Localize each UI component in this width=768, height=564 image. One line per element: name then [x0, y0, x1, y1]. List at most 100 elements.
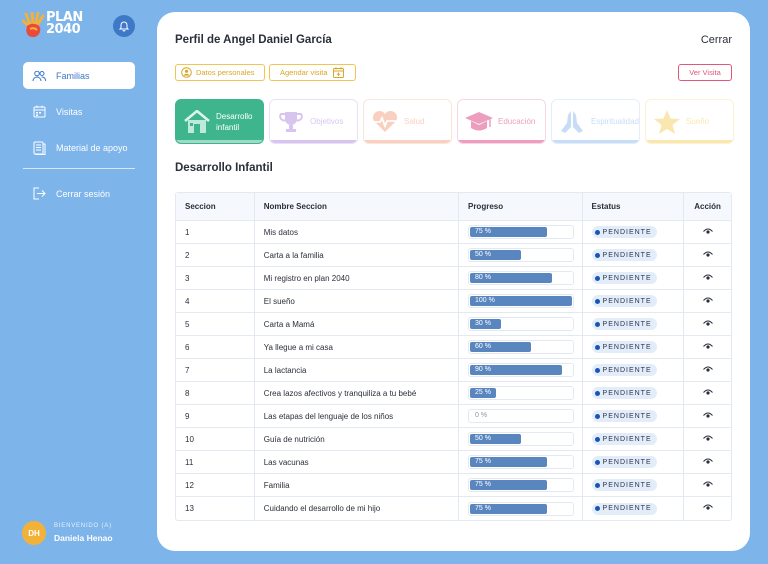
status-badge: PENDIENTE — [591, 364, 657, 376]
status-label: PENDIENTE — [602, 366, 652, 374]
sidebar-item-visitas[interactable]: Visitas — [23, 98, 135, 125]
tab-espiritualidad[interactable]: Espiritualidad — [551, 99, 640, 144]
progress-bar: 60 % — [467, 340, 574, 354]
progress-fill — [469, 319, 501, 329]
eye-icon[interactable] — [702, 458, 713, 467]
status-dot — [594, 482, 600, 488]
status-dot — [594, 321, 600, 327]
users-icon — [31, 68, 47, 84]
eye-icon[interactable] — [702, 481, 713, 490]
calendar-icon — [31, 104, 47, 120]
status-badge: PENDIENTE — [591, 387, 657, 399]
section-number: 7 — [176, 359, 255, 381]
progress-cell: 60 % — [459, 336, 583, 358]
action-cell — [684, 359, 731, 381]
eye-icon[interactable] — [702, 343, 713, 352]
plan-2040-logo[interactable]: PLAN 2040 — [22, 11, 90, 42]
schedule-visit-button[interactable]: Agendar visita — [269, 64, 356, 81]
status-cell: PENDIENTE — [583, 451, 685, 473]
progress-label: 75 % — [474, 481, 491, 488]
progress-cell: 75 % — [459, 497, 583, 520]
eye-icon[interactable] — [702, 251, 713, 260]
status-label: PENDIENTE — [602, 389, 652, 397]
tab-salud[interactable]: Salud — [363, 99, 452, 144]
eye-icon[interactable] — [702, 412, 713, 421]
column-header: Nombre Seccion — [255, 193, 459, 220]
eye-icon[interactable] — [702, 366, 713, 375]
section-number: 2 — [176, 244, 255, 266]
column-header: Estatus — [583, 193, 685, 220]
house-icon — [182, 109, 212, 135]
table-header: Seccion Nombre Seccion Progreso Estatus … — [176, 193, 731, 221]
status-label: PENDIENTE — [602, 343, 652, 351]
status-cell: PENDIENTE — [583, 359, 685, 381]
progress-fill — [469, 273, 552, 283]
section-name: Guía de nutrición — [255, 428, 459, 450]
sections-table: Seccion Nombre Seccion Progreso Estatus … — [175, 192, 732, 521]
hand-logo-icon — [22, 12, 45, 38]
tab-objetivos[interactable]: Objetivos — [269, 99, 358, 144]
progress-bar: 75 % — [467, 225, 574, 239]
section-name: Las etapas del lenguaje de los niños — [255, 405, 459, 427]
progress-fill — [469, 250, 521, 260]
progress-cell: 100 % — [459, 290, 583, 312]
eye-icon[interactable] — [702, 228, 713, 237]
status-label: PENDIENTE — [602, 297, 652, 305]
view-visit-button[interactable]: Ver Visita — [678, 64, 732, 81]
progress-cell: 75 % — [459, 451, 583, 473]
sidebar-item-familias[interactable]: Familias — [23, 62, 135, 89]
table-row: 8 Crea lazos afectivos y tranquiliza a tu… — [176, 382, 731, 405]
status-label: PENDIENTE — [602, 435, 652, 443]
eye-icon[interactable] — [702, 435, 713, 444]
logout-button[interactable]: Cerrar sesión — [23, 180, 135, 207]
eye-icon[interactable] — [702, 504, 713, 513]
section-number: 10 — [176, 428, 255, 450]
eye-icon[interactable] — [702, 389, 713, 398]
eye-icon[interactable] — [702, 297, 713, 306]
praying-hands-icon — [558, 109, 587, 135]
status-cell: PENDIENTE — [583, 221, 685, 243]
sidebar-item-label: Material de apoyo — [56, 142, 128, 153]
section-name: Familia — [255, 474, 459, 496]
table-row: 12 Familia 75 % PENDIENTE — [176, 474, 731, 497]
status-label: PENDIENTE — [602, 251, 652, 259]
sidebar-item-label: Familias — [56, 70, 90, 81]
column-header: Acción — [694, 202, 721, 211]
eye-icon[interactable] — [702, 320, 713, 329]
progress-label: 75 % — [474, 458, 491, 465]
progress-label: 50 % — [474, 251, 491, 258]
section-number: 6 — [176, 336, 255, 358]
sidebar-item-material-de-apoyo[interactable]: Material de apoyo — [23, 134, 135, 161]
status-dot — [594, 229, 600, 235]
progress-fill — [469, 227, 547, 237]
action-cell — [684, 336, 731, 358]
heart-pulse-icon — [370, 109, 400, 135]
column-header: Progreso — [459, 193, 583, 220]
notifications-button[interactable] — [113, 15, 135, 37]
tab-progress-bar — [176, 140, 263, 143]
section-name: Cuidando el desarrollo de mi hijo — [255, 497, 459, 520]
section-number: 3 — [176, 267, 255, 289]
avatar: DH — [22, 521, 46, 545]
tab-sueno[interactable]: Sueño — [645, 99, 734, 144]
personal-data-button[interactable]: Datos personales — [175, 64, 265, 81]
sidebar: PLAN 2040 Familias Visitas Material de a… — [0, 0, 157, 564]
tab-label: Desarrollo infantil — [216, 111, 253, 132]
progress-fill — [469, 388, 496, 398]
table-row: 7 La lactancia 90 % PENDIENTE — [176, 359, 731, 382]
action-cell — [684, 474, 731, 496]
tab-educacion[interactable]: Educación — [457, 99, 546, 144]
status-badge: PENDIENTE — [591, 502, 657, 515]
progress-bar: 25 % — [467, 386, 574, 400]
section-name: Las vacunas — [255, 451, 459, 473]
graduation-cap-icon — [464, 109, 494, 135]
status-badge: PENDIENTE — [591, 272, 657, 284]
progress-bar: 75 % — [467, 455, 574, 469]
close-button[interactable]: Cerrar — [700, 34, 732, 46]
status-cell: PENDIENTE — [583, 290, 685, 312]
eye-icon[interactable] — [702, 274, 713, 283]
tab-desarrollo-infantil[interactable]: Desarrollo infantil — [175, 99, 264, 144]
status-dot — [594, 252, 600, 258]
progress-label: 75 % — [474, 504, 491, 512]
action-cell — [684, 451, 731, 473]
